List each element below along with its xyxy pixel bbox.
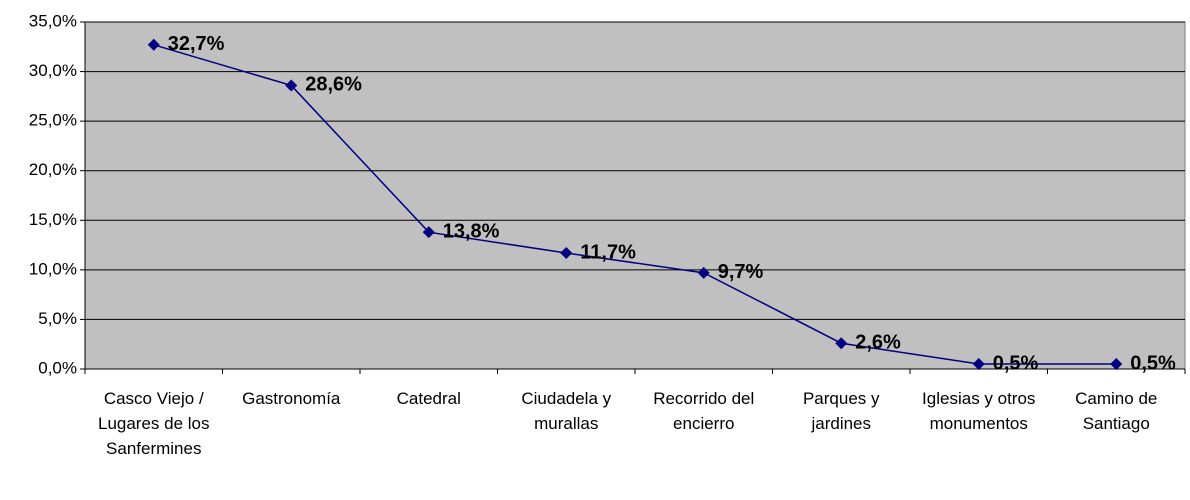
data-label: 11,7% — [580, 241, 636, 263]
x-tick-label: Parques y jardines — [802, 389, 880, 433]
x-tick-label: Iglesias y otros monumentos — [922, 389, 1036, 433]
y-tick-label: 25,0% — [29, 111, 77, 130]
series-line — [153, 44, 1117, 365]
y-tick-label: 20,0% — [29, 160, 77, 179]
point-marker — [285, 79, 298, 92]
y-tick-label: 0,0% — [38, 358, 77, 377]
y-tick-label: 15,0% — [29, 210, 77, 229]
point-marker — [560, 247, 573, 260]
data-label: 0,5% — [993, 352, 1039, 374]
point-marker — [835, 337, 848, 350]
point-marker — [147, 38, 160, 51]
data-label: 32,7% — [168, 33, 225, 55]
plot-area — [84, 21, 1186, 370]
data-label: 0,5% — [1130, 352, 1176, 374]
data-label: 13,8% — [443, 220, 500, 242]
point-marker — [972, 358, 985, 371]
point-marker — [422, 226, 435, 239]
y-tick-label: 10,0% — [29, 259, 77, 278]
data-label: 2,6% — [855, 332, 901, 354]
point-marker — [1110, 358, 1123, 371]
x-tick-label: Camino de Santiago — [1075, 389, 1158, 433]
point-marker — [697, 266, 710, 279]
y-tick-label: 30,0% — [29, 61, 77, 80]
data-label: 28,6% — [305, 74, 362, 96]
data-label: 9,7% — [718, 261, 764, 283]
y-tick-label: 5,0% — [38, 309, 77, 328]
x-tick-label: Catedral — [396, 389, 461, 408]
x-tick-label: Recorrido del encierro — [653, 389, 755, 433]
x-tick-label: Ciudadela y murallas — [521, 389, 612, 433]
x-tick-label: Gastronomía — [242, 389, 341, 408]
y-tick-label: 35,0% — [29, 11, 77, 30]
x-tick-label: Casco Viejo / Lugares de los Sanfermines — [97, 389, 210, 458]
